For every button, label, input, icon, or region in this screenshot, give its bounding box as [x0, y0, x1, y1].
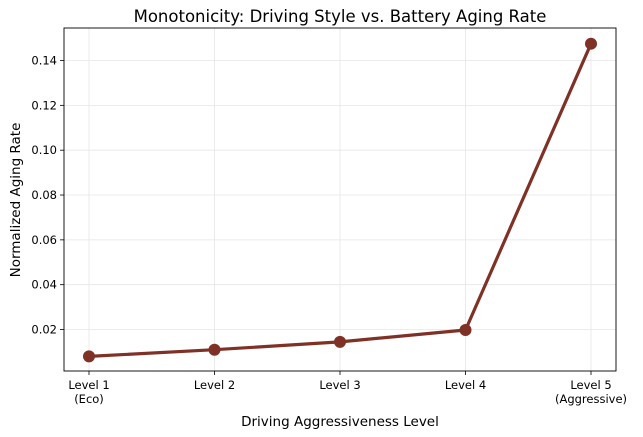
- x-tick-label-line: Level 1: [68, 378, 109, 392]
- x-tick-label-line: Level 5: [570, 378, 611, 392]
- x-tick-label: Level 2: [194, 378, 235, 392]
- y-axis-label: Normalized Aging Rate: [8, 123, 24, 278]
- grid: [64, 28, 616, 371]
- y-tick-label: 0.06: [31, 233, 57, 247]
- axis-ticks: Level 1 (Eco) Level 2 Level 3 Level 4 Level 5…: [31, 54, 627, 406]
- y-tick-label: 0.04: [31, 278, 57, 292]
- chart-title: Monotonicity: Driving Style vs. Battery …: [134, 7, 547, 26]
- data-point: [83, 350, 95, 363]
- x-tick-label: Level 5 (Aggressive): [555, 378, 627, 406]
- x-tick-label: Level 3: [319, 378, 360, 392]
- x-tick-label-line: Level 4: [445, 378, 486, 392]
- data-point: [208, 343, 221, 356]
- data-point: [334, 335, 346, 348]
- y-tick-label: 0.14: [31, 54, 57, 68]
- series: [83, 37, 597, 363]
- data-point: [585, 37, 597, 50]
- y-tick-label: 0.12: [31, 98, 57, 112]
- x-axis-label: Driving Aggressiveness Level: [241, 414, 439, 430]
- x-tick-label-line: Level 2: [194, 378, 235, 392]
- y-tick-label: 0.02: [31, 323, 57, 337]
- x-tick-label: Level 4: [445, 378, 486, 392]
- x-tick-label-line: (Aggressive): [555, 392, 627, 406]
- y-tick-label: 0.08: [31, 188, 57, 202]
- x-tick-label-line: (Eco): [74, 392, 104, 406]
- x-tick-label-line: Level 3: [319, 378, 360, 392]
- x-tick-label: Level 1 (Eco): [68, 378, 109, 406]
- data-point: [459, 323, 472, 336]
- y-tick-label: 0.10: [31, 143, 57, 157]
